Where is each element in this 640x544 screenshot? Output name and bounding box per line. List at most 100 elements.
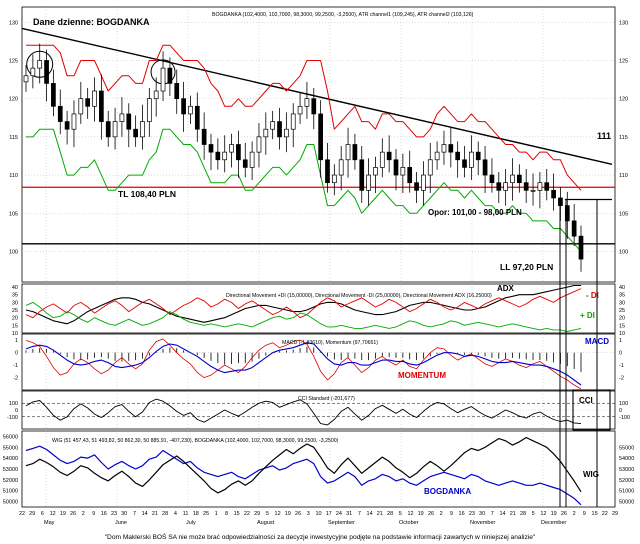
macd-panel-title: MACD (-1,83610), Momentum (97,70651) bbox=[282, 340, 378, 346]
cci-line bbox=[25, 398, 582, 426]
wig-y-tick-label-right: 51000 bbox=[619, 489, 634, 495]
dmi-y-tick-label: 20 bbox=[12, 316, 18, 322]
x-tick-label: 19 bbox=[418, 511, 424, 517]
candle-body bbox=[23, 75, 29, 83]
dmi-y-tick-label-right: 15 bbox=[619, 323, 625, 329]
candle-body bbox=[386, 151, 392, 161]
candle-body bbox=[140, 121, 145, 138]
x-tick-label: 21 bbox=[377, 511, 383, 517]
price-y-tick-label-right: 120 bbox=[619, 97, 628, 103]
x-tick-label: 19 bbox=[285, 511, 291, 517]
macd-y-tick-label: 0 bbox=[15, 351, 18, 357]
price-y-tick-label-right: 125 bbox=[619, 59, 628, 65]
atr-channel2-line bbox=[26, 128, 582, 252]
candle-body bbox=[256, 136, 262, 153]
wig-y-tick-label-right: 52000 bbox=[619, 478, 634, 484]
x-tick-label: 12 bbox=[407, 511, 413, 517]
label-momentum: MOMENTUM bbox=[398, 371, 446, 380]
dmi-y-tick-label: 15 bbox=[12, 323, 18, 329]
candle-body bbox=[510, 174, 515, 184]
x-tick-label: 12 bbox=[275, 511, 281, 517]
x-tick-label: 26 bbox=[70, 511, 76, 517]
price-y-tick-label: 105 bbox=[9, 211, 18, 217]
candle-body bbox=[516, 174, 522, 184]
wig-line bbox=[25, 436, 582, 494]
candle-body bbox=[57, 105, 63, 122]
x-tick-label: 5 bbox=[532, 511, 535, 517]
candle-body bbox=[277, 121, 282, 138]
candle-body bbox=[194, 105, 200, 130]
wig-y-tick-label-right: 50000 bbox=[619, 500, 634, 506]
panel-frame-4 bbox=[21, 430, 616, 508]
candle-body bbox=[242, 159, 248, 168]
panel-frame-0 bbox=[21, 6, 616, 283]
candle-body bbox=[462, 159, 467, 168]
candle-body bbox=[366, 174, 371, 191]
footer-disclaimer: "Dom Maklerski BOŚ SA nie może brać odpo… bbox=[105, 532, 536, 541]
wig-panel-title: WIG (51 457,43, 51 493,82, 50 862,30, 50… bbox=[52, 438, 339, 444]
x-tick-label: 30 bbox=[479, 511, 485, 517]
x-tick-label: 9 bbox=[92, 511, 95, 517]
candle-body bbox=[215, 151, 221, 161]
label-macd: MACD bbox=[585, 337, 609, 346]
cci-y-tick-label: 100 bbox=[9, 401, 18, 407]
candle-body bbox=[201, 128, 207, 145]
price-y-tick-label-right: 115 bbox=[619, 135, 628, 141]
candle-body bbox=[434, 151, 440, 161]
price-y-tick-label-right: 100 bbox=[619, 249, 628, 255]
label-minus-di: - DI bbox=[586, 291, 599, 300]
candle-body bbox=[469, 151, 474, 168]
x-tick-label: 18 bbox=[193, 511, 199, 517]
candle-body bbox=[325, 159, 330, 184]
x-month-label: July bbox=[186, 520, 196, 526]
dmi-panel-title: Directional Movement +DI (15,00000), Dir… bbox=[226, 293, 492, 299]
x-month-label: May bbox=[44, 520, 55, 526]
panel-frames bbox=[21, 6, 616, 508]
x-tick-label: 12 bbox=[540, 511, 546, 517]
candle-body bbox=[297, 105, 303, 115]
candle-body bbox=[78, 98, 84, 115]
wig-y-tick-label-right: 55000 bbox=[619, 445, 634, 451]
candle-body bbox=[174, 83, 180, 100]
x-tick-label: 22 bbox=[602, 511, 608, 517]
x-tick-label: 22 bbox=[19, 511, 25, 517]
candle-body bbox=[119, 113, 125, 122]
candle-body bbox=[167, 67, 173, 84]
x-tick-label: 23 bbox=[469, 511, 475, 517]
candle-body bbox=[551, 189, 556, 199]
x-tick-label: 14 bbox=[367, 511, 373, 517]
chart-marks bbox=[21, 27, 615, 507]
price-y-tick-label: 100 bbox=[9, 249, 18, 255]
candle-body bbox=[318, 113, 323, 161]
x-tick-label: 28 bbox=[387, 511, 393, 517]
candle-body bbox=[304, 98, 310, 107]
candle-body bbox=[290, 113, 296, 130]
x-tick-label: 30 bbox=[121, 511, 127, 517]
x-tick-label: 14 bbox=[142, 511, 148, 517]
x-tick-label: 17 bbox=[326, 511, 332, 517]
macd-y-tick-label: -1 bbox=[13, 363, 18, 369]
candle-body bbox=[133, 128, 138, 138]
cci-y-tick-label-right: 100 bbox=[619, 401, 628, 407]
x-tick-label: 7 bbox=[491, 511, 494, 517]
candle-body bbox=[270, 121, 276, 130]
x-tick-label: 11 bbox=[183, 511, 189, 517]
x-tick-label: 28 bbox=[162, 511, 168, 517]
macd-y-tick-label-right: -2 bbox=[619, 376, 624, 382]
chart-labels: Dane dzienne: BOGDANKA BOGDANKA (102,400… bbox=[3, 12, 635, 541]
minus-di-line bbox=[25, 288, 582, 319]
x-tick-label: 29 bbox=[254, 511, 260, 517]
annotation-tl: TL 108,40 PLN bbox=[118, 189, 176, 199]
x-tick-label: 21 bbox=[152, 511, 158, 517]
label-adx: ADX bbox=[497, 284, 515, 293]
candle-body bbox=[373, 167, 378, 176]
candle-body bbox=[578, 235, 584, 260]
dmi-y-tick-label-right: 20 bbox=[619, 316, 625, 322]
candle-body bbox=[30, 67, 36, 77]
price-panel-title: Dane dzienne: BOGDANKA bbox=[33, 17, 150, 27]
x-tick-label: 14 bbox=[499, 511, 505, 517]
candle-body bbox=[482, 159, 488, 176]
x-tick-label: 15 bbox=[234, 511, 240, 517]
dmi-y-tick-label-right: 30 bbox=[619, 300, 625, 306]
dmi-y-tick-label: 40 bbox=[12, 285, 18, 291]
